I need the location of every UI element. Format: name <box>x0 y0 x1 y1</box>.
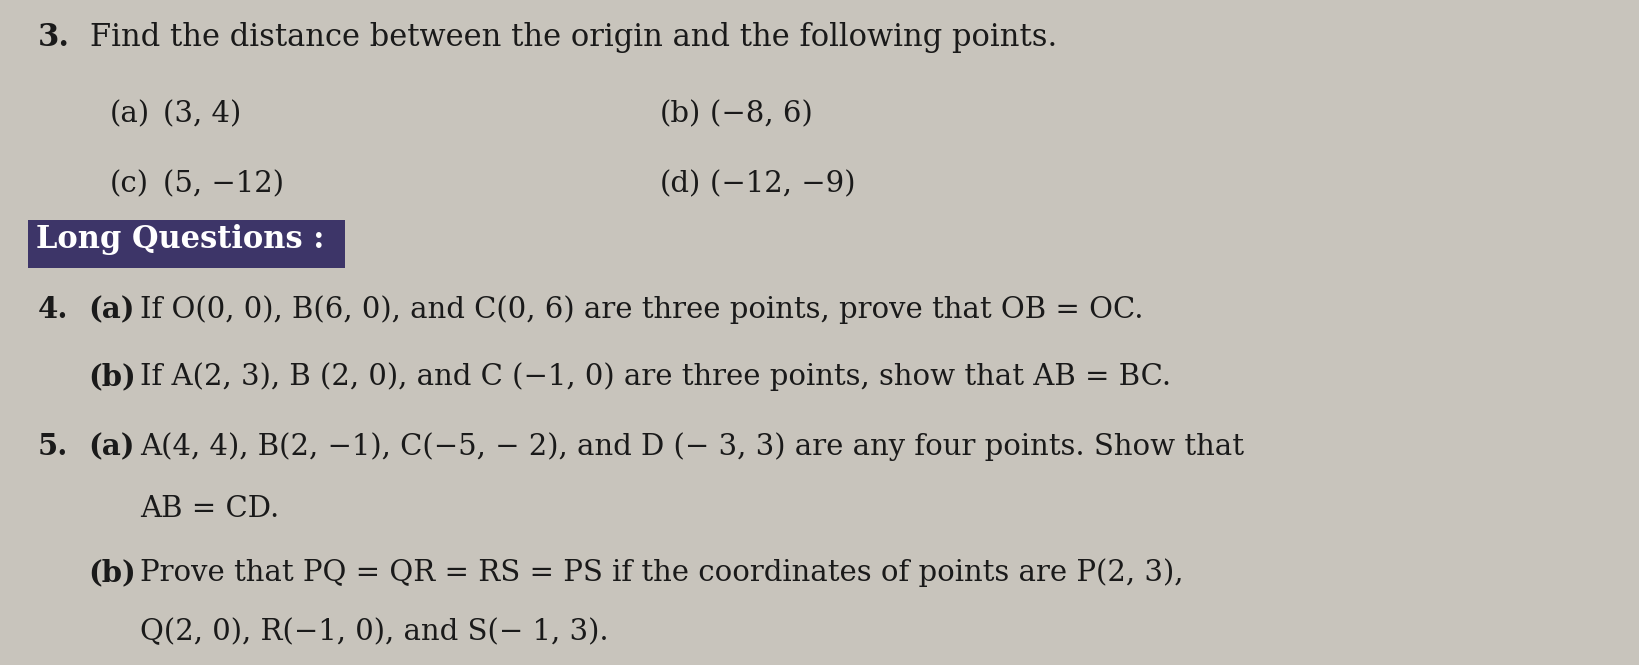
Text: Q(2, 0), R(−1, 0), and S(− 1, 3).: Q(2, 0), R(−1, 0), and S(− 1, 3). <box>139 618 608 646</box>
Text: Long Questions :: Long Questions : <box>36 224 325 255</box>
Text: (−8, 6): (−8, 6) <box>710 100 813 128</box>
Text: 3.: 3. <box>38 22 70 53</box>
Text: If A(2, 3), B (2, 0), and C (−1, 0) are three points, show that AB = BC.: If A(2, 3), B (2, 0), and C (−1, 0) are … <box>139 362 1172 391</box>
Text: (b): (b) <box>661 100 701 128</box>
Text: (a): (a) <box>110 100 151 128</box>
FancyBboxPatch shape <box>28 220 344 268</box>
Text: (d): (d) <box>661 170 701 198</box>
Text: 5.: 5. <box>38 432 69 461</box>
Text: (a): (a) <box>89 295 134 324</box>
Text: (3, 4): (3, 4) <box>162 100 241 128</box>
Text: Find the distance between the origin and the following points.: Find the distance between the origin and… <box>90 22 1057 53</box>
Text: If O(0, 0), B(6, 0), and C(0, 6) are three points, prove that OB = OC.: If O(0, 0), B(6, 0), and C(0, 6) are thr… <box>139 295 1144 324</box>
Text: A(4, 4), B(2, −1), C(−5, − 2), and D (− 3, 3) are any four points. Show that: A(4, 4), B(2, −1), C(−5, − 2), and D (− … <box>139 432 1244 461</box>
Text: (c): (c) <box>110 170 149 198</box>
Text: (b): (b) <box>89 558 136 587</box>
Text: (b): (b) <box>89 362 136 391</box>
Text: (a): (a) <box>89 432 134 461</box>
Text: 4.: 4. <box>38 295 69 324</box>
Text: Prove that PQ = QR = RS = PS if the coordinates of points are P(2, 3),: Prove that PQ = QR = RS = PS if the coor… <box>139 558 1183 587</box>
Text: AB = CD.: AB = CD. <box>139 495 279 523</box>
Text: (−12, −9): (−12, −9) <box>710 170 856 198</box>
Text: (5, −12): (5, −12) <box>162 170 284 198</box>
